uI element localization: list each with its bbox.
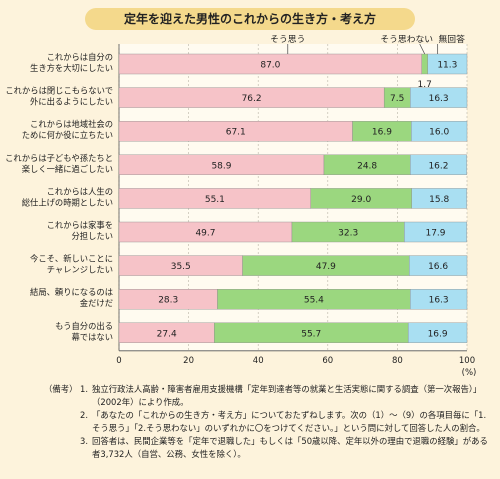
data-label: 16.2 <box>428 161 448 171</box>
x-tick-label: 20 <box>183 356 194 366</box>
data-label: 15.8 <box>429 195 449 205</box>
data-label: 55.1 <box>205 195 225 205</box>
note-number: 3. <box>80 436 88 446</box>
bar-no-answer <box>410 289 468 310</box>
bar-no-answer <box>410 154 467 176</box>
bar-no-answer <box>410 87 468 108</box>
category-label: これからは人生の <box>47 186 113 196</box>
note-number: 2. <box>80 410 88 420</box>
bar-no-answer <box>411 188 467 209</box>
category-label: これからは子どもや孫たちと <box>5 153 113 163</box>
category-label: ために何か役に立ちたい <box>22 130 113 140</box>
note-item-3: 3. 回答者は、民間企業等を「定年で退職した」もしくは「50歳以降、定年以外の理… <box>44 435 490 461</box>
data-label: 16.9 <box>372 128 392 138</box>
note-text: 回答者は、民間企業等を「定年で退職した」もしくは「50歳以降、定年以外の理由で退… <box>92 436 488 459</box>
note-item-2: 2. 「あなたの「これからの生き方・考え方」についておたずねします。次の（1）～… <box>44 409 490 435</box>
bar-no-answer <box>409 255 468 276</box>
bar-no-answer <box>411 120 468 142</box>
data-label: 28.3 <box>158 296 178 306</box>
category-label: 生き方を大切にしたい <box>30 63 113 73</box>
data-label: 16.9 <box>428 329 448 339</box>
bar-no-answer <box>427 53 468 75</box>
category-label: 楽しく一緒に過ごしたい <box>22 164 113 174</box>
notes-lead: （備考） <box>44 384 78 394</box>
category-label: これからは閉じこもらないで <box>5 86 113 96</box>
data-label: 67.1 <box>226 128 246 138</box>
data-label: 58.9 <box>211 161 231 171</box>
chart-title: 定年を迎えた男性のこれからの生き方・考え方 <box>123 12 376 26</box>
category-label: 今こそ、新しいことに <box>30 254 113 264</box>
category-label: これからは地域社会の <box>30 119 113 129</box>
bar-no-answer <box>407 322 468 343</box>
legend-leader <box>419 43 426 55</box>
category-label: 幕ではない <box>72 332 114 342</box>
bar-no-answer <box>404 221 467 243</box>
category-label: 外に出るようにしたい <box>30 97 113 107</box>
data-label: 76.2 <box>242 94 262 104</box>
data-label: 17.9 <box>425 229 445 239</box>
legend-disagree: そう思わない <box>380 34 433 45</box>
legend-agree: そう思う <box>270 34 305 45</box>
x-tick-label: 100 <box>459 356 475 366</box>
data-label: 55.4 <box>304 296 324 306</box>
data-label: 16.3 <box>429 296 449 306</box>
bar-disagree <box>421 53 428 75</box>
data-label: 55.7 <box>301 329 321 339</box>
note-text: 独立行政法人高齢・障害者雇用支援機構「定年到達者等の就業と生活実態に関する調査（… <box>92 384 482 407</box>
category-label: これからは自分の <box>47 52 113 62</box>
category-label: チャレンジしたい <box>47 265 113 275</box>
notes: （備考） 1. 独立行政法人高齢・障害者雇用支援機構「定年到達者等の就業と生活実… <box>44 383 490 461</box>
legend-no-answer: 無回答 <box>438 33 465 45</box>
x-tick-label: 0 <box>116 356 121 366</box>
note-number: 1. <box>80 384 88 394</box>
data-label: 16.3 <box>429 94 449 104</box>
data-label: 47.9 <box>316 262 336 272</box>
category-label: これからは家事を <box>47 220 113 230</box>
stacked-bar-chart: 0 20 40 60 80 100 (%) 87.0 11.3 これからは自分の生き方を大切にした… <box>5 33 477 378</box>
data-label: 11.3 <box>437 61 457 71</box>
note-text: 「あなたの「これからの生き方・考え方」についておたずねします。次の（1）～（9）… <box>92 410 487 433</box>
title-background <box>85 8 415 30</box>
data-label: 29.0 <box>351 195 371 205</box>
category-label: 金だけだ <box>80 298 113 308</box>
data-label: 16.0 <box>429 128 449 138</box>
x-tick-label: 60 <box>322 356 333 366</box>
data-label: 7.5 <box>390 94 404 104</box>
category-label: 総仕上げの時期としたい <box>22 197 113 207</box>
category-label: 分担したい <box>72 231 114 241</box>
category-label: 結局、頼りになるのは <box>30 287 113 297</box>
x-tick-label: 40 <box>253 356 264 366</box>
data-label: 27.4 <box>157 329 177 339</box>
data-label: 1.7 <box>418 80 432 90</box>
note-item-1: （備考） 1. 独立行政法人高齢・障害者雇用支援機構「定年到達者等の就業と生活実… <box>44 383 490 409</box>
data-label: 32.3 <box>338 229 358 239</box>
x-tick-label: 80 <box>392 356 403 366</box>
data-label: 35.5 <box>171 262 191 272</box>
x-unit-label: (%) <box>462 368 477 378</box>
category-label: もう自分の出る <box>55 321 113 331</box>
data-label: 24.8 <box>357 161 377 171</box>
data-label: 16.6 <box>428 262 448 272</box>
data-label: 49.7 <box>195 229 215 239</box>
data-label: 87.0 <box>260 61 280 71</box>
